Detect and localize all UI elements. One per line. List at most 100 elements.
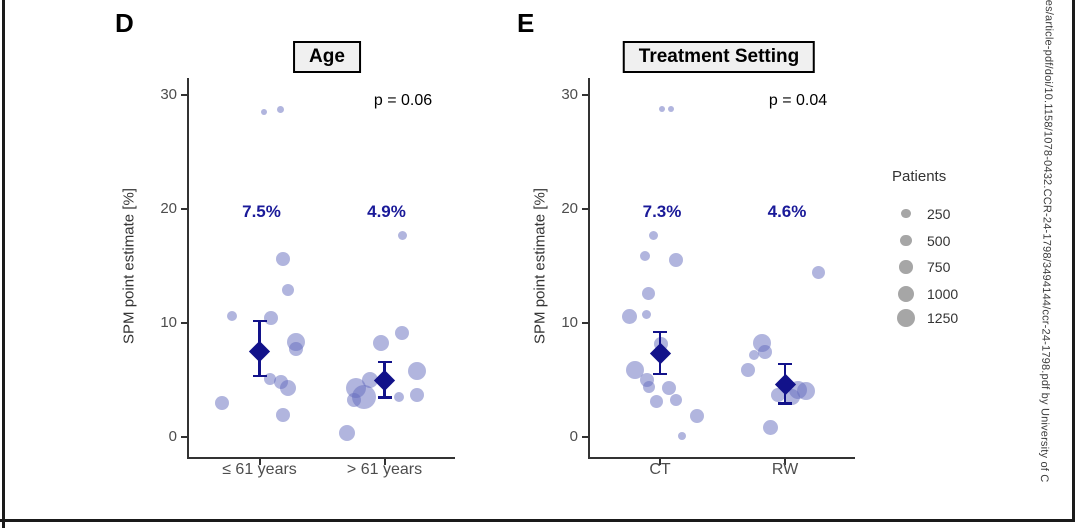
legend-bubble-1000 (898, 285, 914, 302)
patient-cohort-bubble (393, 391, 404, 402)
panel-e-estimate-label: 4.6% (767, 202, 807, 221)
patient-cohort-bubble (668, 105, 674, 112)
panel-e-letter: E (517, 8, 535, 38)
panel-d-y-tick-mark (181, 94, 187, 97)
panel-e-y-tick-label: 0 (569, 427, 578, 445)
legend-bubble-250 (901, 208, 911, 219)
patient-cohort-bubble (749, 349, 759, 360)
panel-d-error-bar-cap-top (252, 319, 267, 323)
patient-cohort-bubble (263, 311, 278, 326)
panel-e-x-tick-mark (659, 458, 661, 465)
panel-e-error-bar-cap-top (778, 362, 792, 366)
panel-e-p-value: p = 0.04 (768, 92, 828, 109)
panel-d-y-axis-label: SPM point estimate [%] (120, 188, 138, 344)
patient-cohort-bubble (640, 250, 650, 261)
panel-e-x-axis-line (588, 456, 855, 459)
figure-border-bottom (0, 519, 1075, 522)
panel-d-x-tick-mark (383, 458, 386, 465)
patient-cohort-bubble (648, 230, 658, 240)
panel-e-title: Treatment Setting (622, 41, 816, 73)
panel-d-category-label: ≤ 61 years (222, 461, 297, 478)
panel-d-y-tick-label: 0 (168, 427, 177, 445)
patient-cohort-bubble (346, 393, 361, 408)
panel-d-y-tick-mark (181, 208, 187, 211)
legend-label-1000: 1000 (927, 285, 959, 302)
patient-cohort-bubble (662, 380, 676, 395)
panel-d-mean-diamond (248, 340, 271, 362)
panel-d-category-label: > 61 years (346, 461, 423, 478)
panel-e-error-bar-cap-top (653, 330, 667, 334)
patient-cohort-bubble (659, 105, 665, 112)
patient-cohort-bubble (260, 109, 267, 116)
panel-d-error-bar-cap-bottom (252, 374, 267, 378)
patient-cohort-bubble (361, 371, 378, 388)
panel-e-y-tick-mark (582, 208, 588, 211)
panel-d-y-tick-label: 10 (160, 313, 177, 331)
legend-title: Patients (892, 168, 947, 185)
patient-cohort-bubble (641, 310, 651, 320)
patient-cohort-bubble (762, 420, 778, 436)
panel-d-error-bar-cap-bottom (377, 396, 392, 399)
pdf-watermark-text: res/article-pdf/doi/10.1158/1078-0432.CC… (1037, 0, 1055, 483)
patient-cohort-bubble (338, 425, 355, 442)
patient-cohort-bubble (784, 388, 800, 405)
patient-cohort-bubble (372, 335, 389, 352)
legend-label-1250: 1250 (927, 310, 959, 326)
patient-cohort-bubble (226, 311, 237, 322)
panel-e-y-axis-line (588, 78, 590, 457)
panel-d-x-tick-mark (258, 458, 261, 465)
panel-e-estimate-label: 7.3% (642, 202, 682, 221)
patient-cohort-bubble (649, 394, 663, 408)
panel-d-y-tick-label: 20 (160, 200, 177, 218)
legend-label-250: 250 (927, 205, 951, 222)
patient-cohort-bubble (279, 379, 296, 396)
panel-d-y-tick-mark (181, 321, 187, 324)
patient-cohort-bubble (407, 361, 426, 380)
patient-cohort-bubble (626, 360, 644, 379)
patient-cohort-bubble (409, 387, 424, 402)
patient-cohort-bubble (288, 342, 303, 357)
patient-cohort-bubble (811, 266, 825, 280)
patient-cohort-bubble (214, 395, 229, 410)
panel-e-y-tick-mark (582, 435, 588, 438)
panel-e-category-label: RW (771, 461, 799, 478)
legend-bubble-500 (900, 234, 912, 247)
patient-cohort-bubble (398, 230, 407, 240)
panel-e-y-tick-mark (582, 321, 588, 324)
panel-e-category-label: CT (649, 461, 671, 478)
figure-border-left (2, 0, 5, 528)
patient-cohort-bubble (690, 408, 704, 423)
patient-cohort-bubble (281, 283, 294, 296)
panel-d-estimate-label: 4.9% (367, 202, 406, 221)
patient-cohort-bubble (678, 431, 686, 440)
panel-d-x-axis-line (187, 456, 455, 459)
panel-e-x-tick-mark (784, 458, 786, 465)
panel-d-y-axis-line (187, 78, 189, 457)
panel-d-mean-diamond (373, 370, 396, 392)
patient-cohort-bubble (263, 372, 276, 385)
legend-bubble-1250 (897, 309, 915, 327)
legend-label-750: 750 (927, 259, 951, 275)
figure-border-right (1072, 0, 1075, 521)
panel-d-error-bar-cap-top (377, 360, 392, 364)
patient-cohort-bubble (741, 362, 755, 377)
panel-e-y-tick-label: 20 (561, 200, 578, 218)
panel-d-estimate-label: 7.5% (242, 202, 281, 221)
patient-cohort-bubble (277, 106, 284, 114)
panel-e-error-bar-cap-bottom (778, 402, 792, 405)
patient-cohort-bubble (275, 408, 290, 423)
patient-cohort-bubble (275, 252, 290, 267)
patient-cohort-bubble (669, 253, 683, 268)
legend-label-500: 500 (927, 232, 951, 249)
panel-d-title: Age (293, 41, 361, 73)
panel-d-y-tick-label: 30 (160, 86, 177, 104)
panel-e-error-bar-cap-bottom (653, 372, 667, 376)
patient-cohort-bubble (394, 326, 409, 341)
patient-cohort-bubble (797, 382, 815, 401)
patient-cohort-bubble (670, 394, 682, 407)
patient-cohort-bubble (758, 345, 772, 360)
panel-e-y-tick-label: 30 (561, 86, 578, 104)
panel-d-p-value: p = 0.06 (373, 92, 433, 109)
panel-e-y-tick-mark (582, 94, 588, 97)
